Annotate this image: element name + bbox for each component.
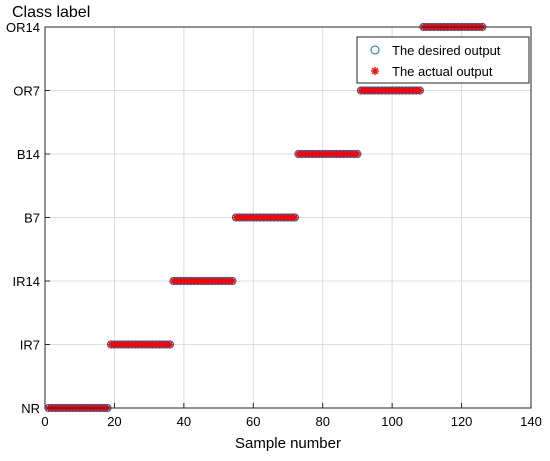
legend-circle-marker [370,45,380,55]
actual-output-point [166,341,174,348]
chart-title: Class label [12,4,90,21]
actual-output-point [416,87,424,94]
x-tick-label: 60 [246,414,260,429]
x-tick-label: 100 [381,414,403,429]
x-tick-label: 40 [177,414,191,429]
y-tick-label: OR7 [13,84,40,99]
y-tick-label: B14 [17,147,40,162]
legend-asterisk-glyph [371,67,379,75]
legend-asterisk-marker [371,67,379,75]
actual-output-point [354,150,361,158]
y-tick-label: IR14 [13,274,40,289]
x-tick-label: 140 [520,414,542,429]
legend-label-desired: The desired output [392,43,501,58]
y-tick-label: OR14 [6,20,40,35]
legend-box [356,36,530,84]
x-tick-label: 80 [315,414,329,429]
x-tick-label: 120 [451,414,473,429]
x-tick-label: 20 [107,414,121,429]
x-axis-label: Sample number [235,435,341,452]
y-tick-label: IR7 [20,338,40,353]
data-points [44,22,487,413]
actual-output-point [291,214,299,221]
actual-output-point [229,277,236,285]
y-tick-label: B7 [24,211,40,226]
legend: The desired output The actual output [356,36,530,84]
legend-label-actual: The actual output [392,64,493,79]
axis-ticks: 0 20 40 60 80 100 120 140 NR IR7 IR14 B7 B14 OR7 OR14 [6,20,542,429]
actual-output-point [333,150,340,158]
y-tick-label: NR [21,401,40,416]
x-tick-label: 0 [41,414,48,429]
